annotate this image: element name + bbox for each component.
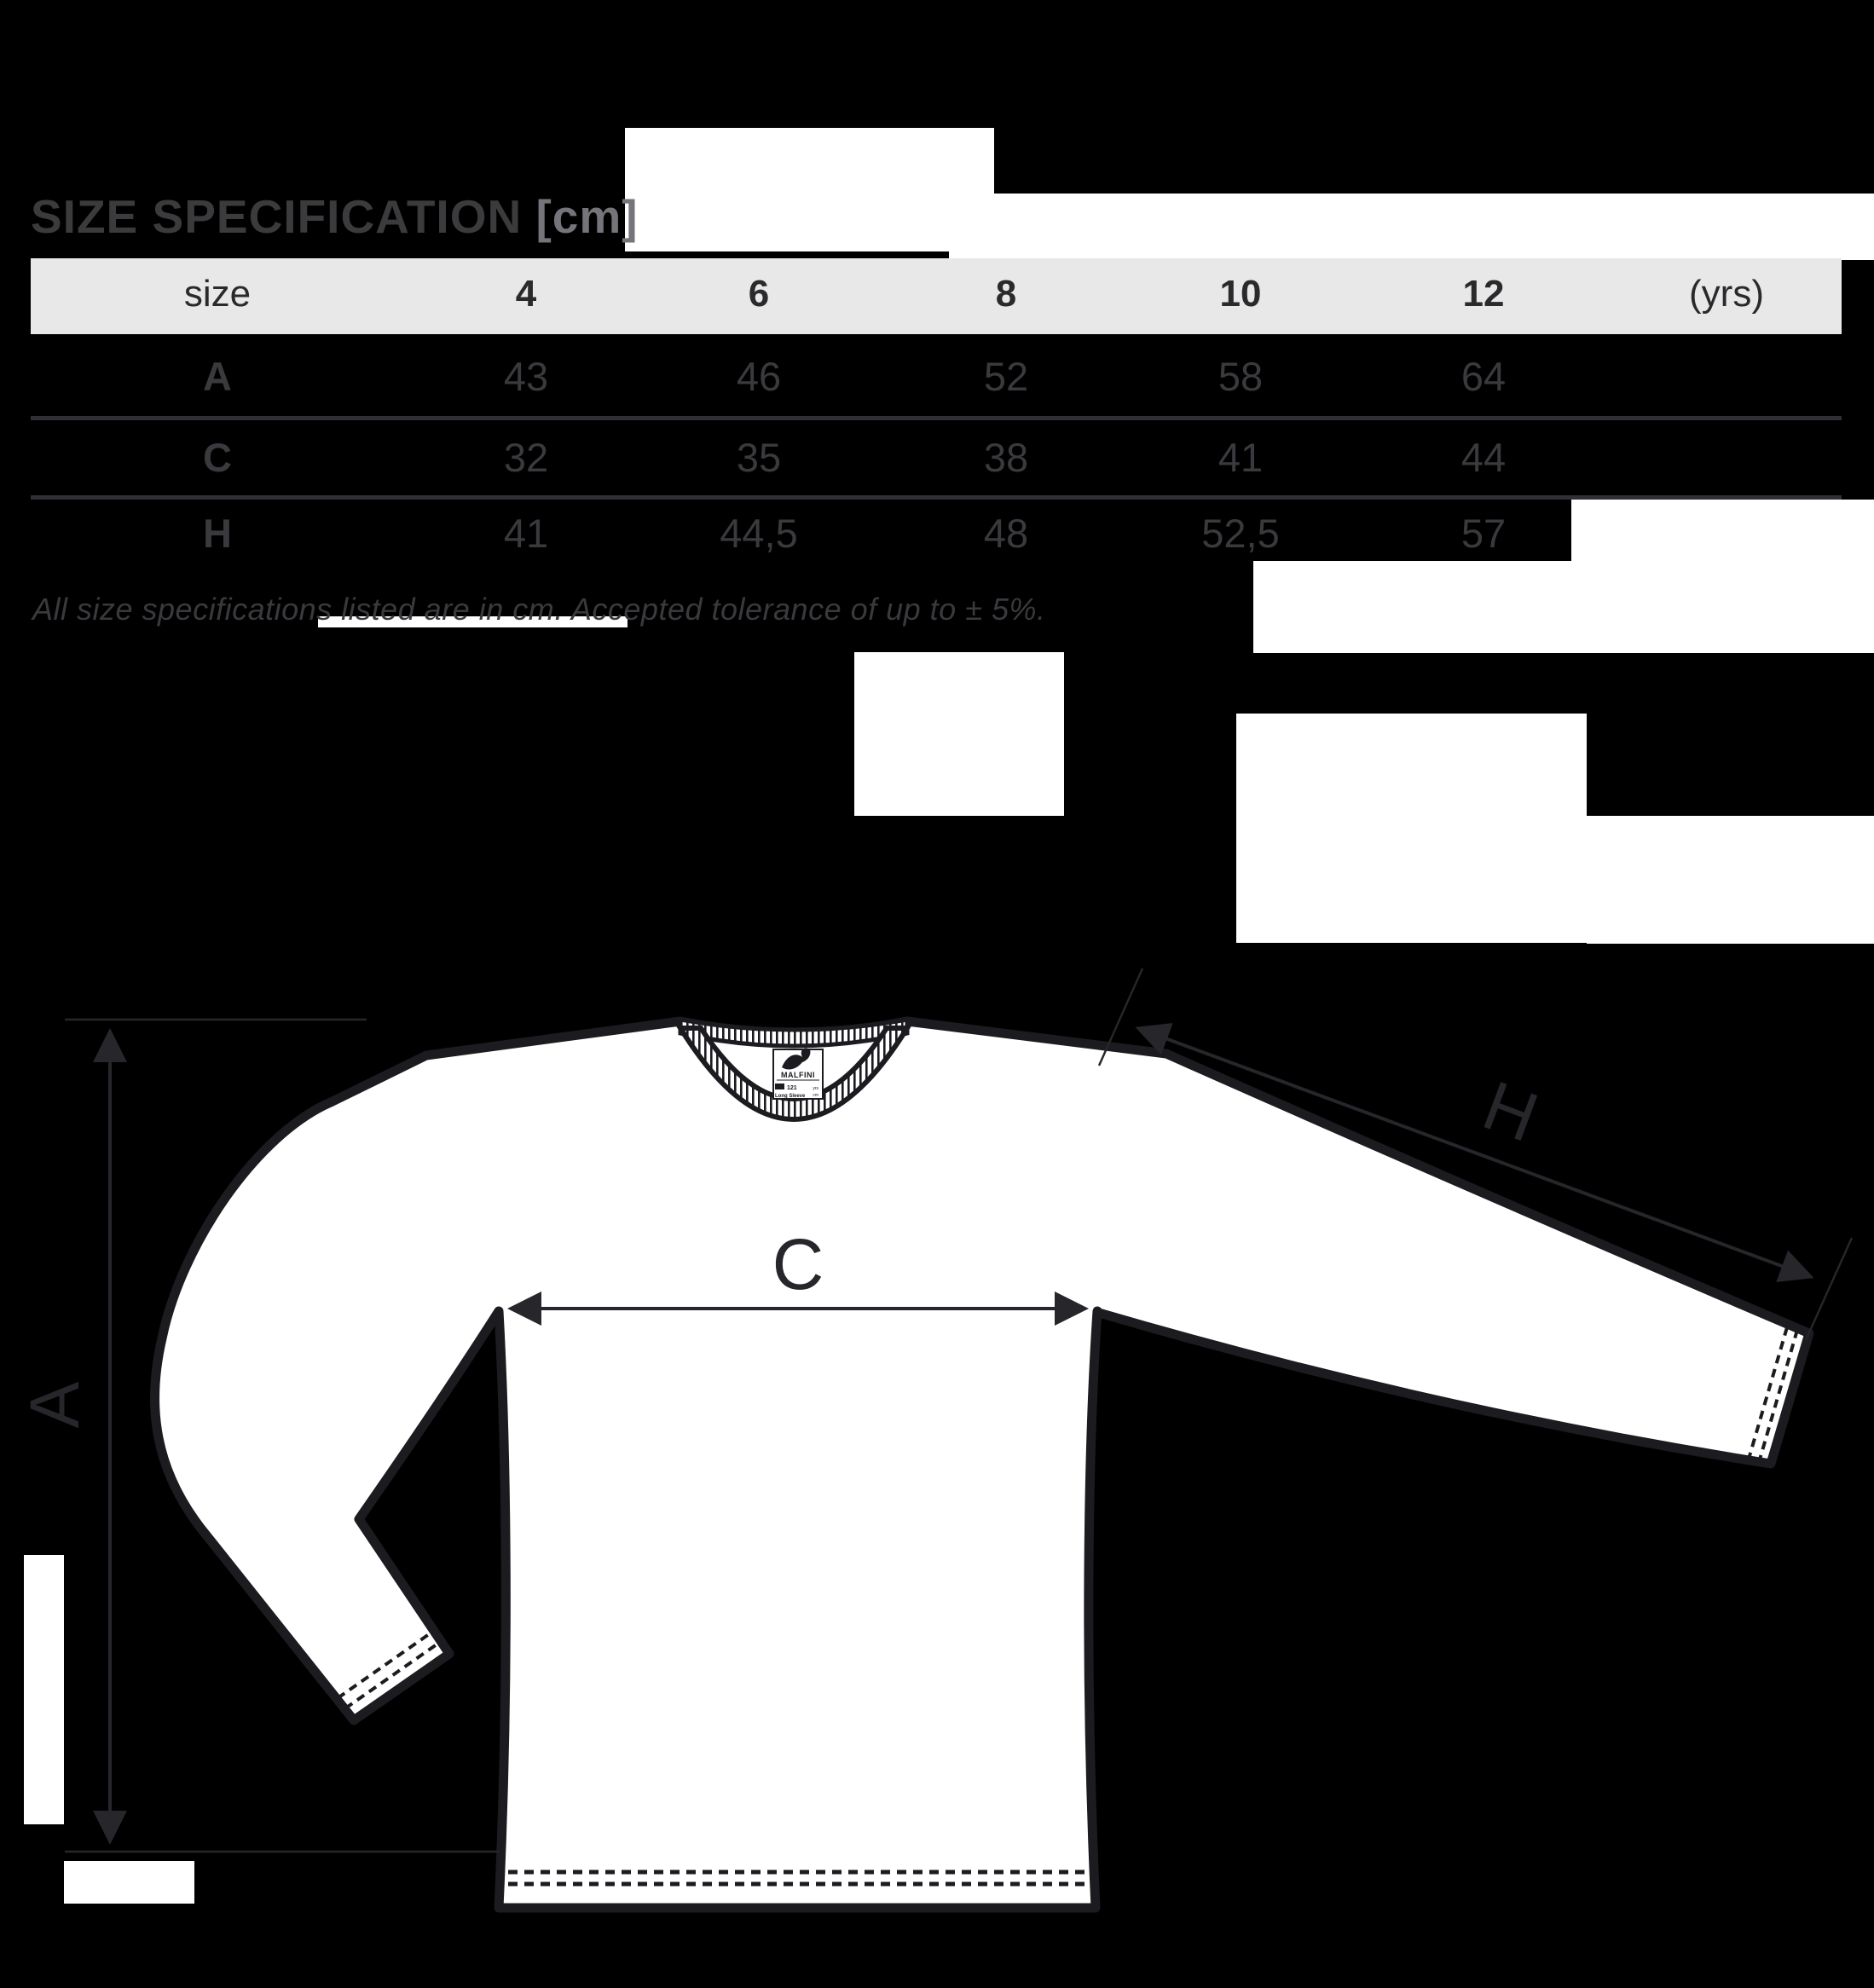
label-code: 121 (787, 1085, 797, 1091)
white-patch (1571, 500, 1874, 568)
table-row-A: A 43 46 52 58 64 (31, 339, 1842, 416)
malfini-bird-icon (782, 1048, 811, 1070)
white-patch (625, 128, 994, 251)
cell-value: 38 (983, 434, 1029, 480)
cuff-stitch-line (336, 1631, 433, 1700)
cell-value: 48 (983, 510, 1029, 556)
dimension-H (1097, 968, 1854, 1341)
cuff-stitch-line (1748, 1326, 1789, 1457)
page-title: SIZE SPECIFICATION [cm] (31, 189, 639, 244)
cell-value: 41 (1218, 434, 1264, 480)
header-cell-12: 12 (1462, 273, 1505, 315)
title-unit: [cm] (535, 190, 639, 243)
dimension-label-C: C (772, 1224, 824, 1304)
label-unit-yrs: yrs (813, 1086, 818, 1091)
dimension-label-H: H (1473, 1066, 1547, 1157)
table-header-row: size 4 6 8 10 12 (yrs) (31, 258, 1842, 334)
cell-value: 52,5 (1201, 510, 1280, 556)
row-separator (31, 416, 1842, 420)
cell-value: 41 (503, 510, 549, 556)
tolerance-note: All size specifications listed are in cm… (32, 592, 1046, 627)
white-patch (1253, 561, 1874, 653)
collar-front-band (675, 1026, 912, 1122)
white-patch (64, 1861, 194, 1904)
cell-value: 44,5 (720, 510, 798, 556)
title-text: SIZE SPECIFICATION (31, 190, 536, 243)
header-cell-4: 4 (515, 273, 537, 315)
white-patch (1587, 816, 1874, 944)
collar-back-band (678, 1017, 910, 1049)
cell-value: 58 (1218, 353, 1264, 399)
header-cell-8: 8 (995, 273, 1017, 315)
row-label: H (203, 510, 232, 556)
cuff-stitch-line (344, 1641, 441, 1710)
white-patch (949, 194, 1874, 260)
header-cell-size: size (183, 273, 252, 315)
label-product: Long Sleeve (775, 1094, 806, 1099)
row-separator (31, 495, 1842, 500)
cell-value: 46 (736, 353, 782, 399)
white-patch (1236, 714, 1587, 943)
cell-value: 32 (503, 434, 549, 480)
cell-value: 43 (503, 353, 549, 399)
table-row-H: H 41 44,5 48 52,5 57 (31, 500, 1842, 569)
row-label: C (203, 434, 232, 480)
cell-value: 57 (1460, 510, 1507, 556)
cell-value: 44 (1460, 434, 1507, 480)
tshirt-outline (150, 1016, 1814, 1913)
cell-value: 35 (736, 434, 782, 480)
label-brand: MALFINI (781, 1071, 815, 1079)
table-row-C: C 32 35 38 41 44 (31, 420, 1842, 497)
dimension-label-A: A (16, 1381, 94, 1428)
white-patch (854, 652, 1064, 816)
header-cell-yrs: (yrs) (1689, 273, 1764, 315)
white-patch (24, 1555, 64, 1824)
cuff-stitch-line (1758, 1329, 1799, 1460)
white-patch (318, 616, 628, 627)
header-cell-10: 10 (1219, 273, 1262, 315)
cell-value: 64 (1460, 353, 1507, 399)
garment-label: MALFINI 121 Long Sleeve yrs cm (772, 1048, 824, 1100)
label-unit-cm: cm (813, 1093, 818, 1098)
header-cell-6: 6 (748, 273, 770, 315)
cell-value: 52 (983, 353, 1029, 399)
row-label: A (203, 353, 232, 399)
dimension-A (65, 1018, 499, 1853)
